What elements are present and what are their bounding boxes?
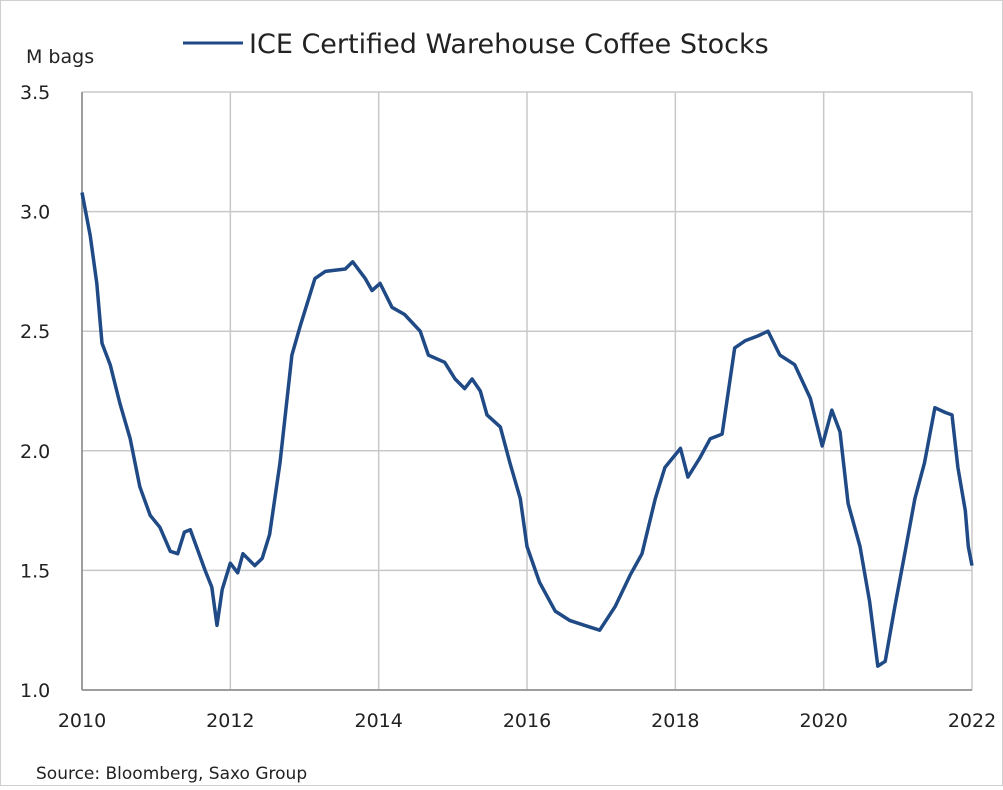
x-tick-label: 2020 [799,710,847,732]
source: Source: Bloomberg, Saxo Group [36,764,307,784]
y-tick-label: 3.5 [20,82,50,104]
y-tick-label: 2.0 [20,441,50,463]
y-tick-label: 3.0 [20,202,50,224]
data-line [80,192,974,668]
y-axis-label: M bags [26,46,94,68]
x-tick-label: 2014 [354,710,402,732]
x-tick-label: 2016 [503,710,551,732]
x-tick-label: 2012 [206,710,254,732]
x-tick-label: 2018 [651,710,699,732]
y-tick-label: 1.5 [20,560,50,582]
legend-label: ICE Certified Warehouse Coffee Stocks [249,29,769,60]
y-tick-label: 1.0 [20,680,50,702]
x-tick-label: 2022 [948,710,996,732]
x-tick-label: 2010 [58,710,106,732]
y-tick-label: 2.5 [20,321,50,343]
